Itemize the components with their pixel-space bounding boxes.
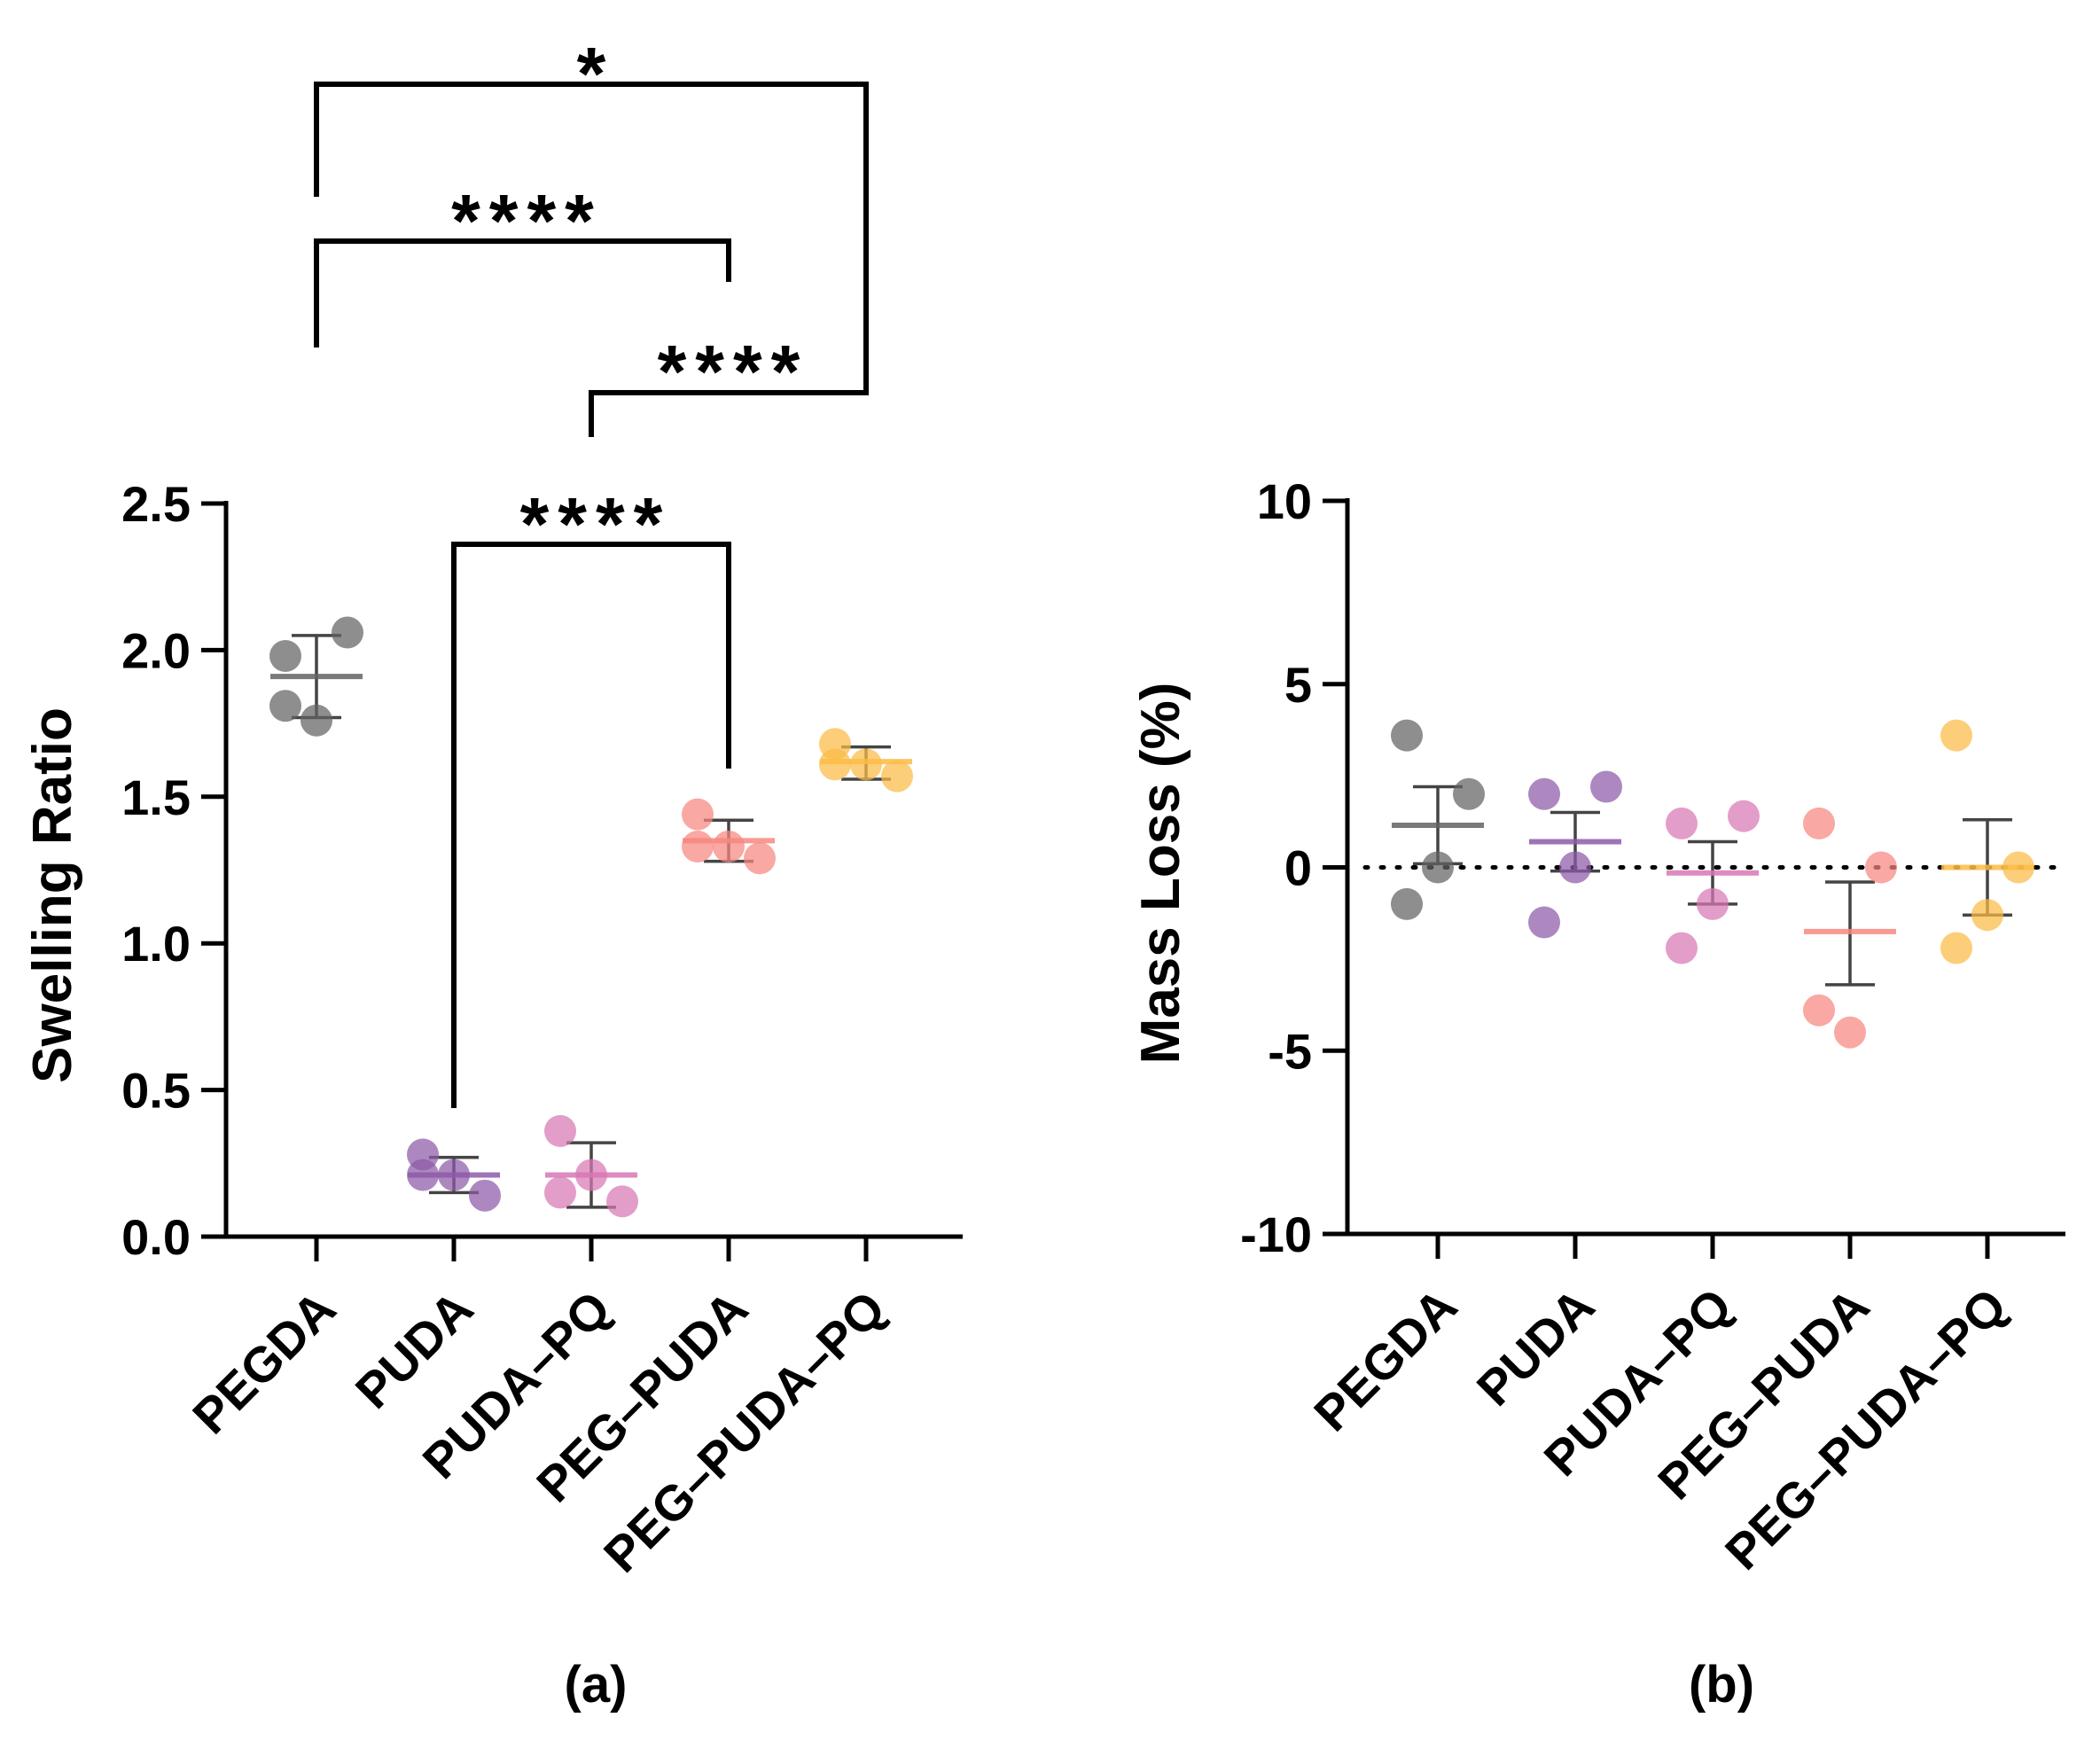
y-tick-label: -10 (1240, 1206, 1312, 1262)
y-tick-label: 0.5 (121, 1063, 191, 1119)
data-point (850, 748, 882, 781)
data-point (881, 760, 913, 792)
significance-label: **** (451, 179, 603, 262)
data-point (1971, 899, 2003, 932)
significance-bracket (314, 82, 869, 350)
data-point (1528, 777, 1560, 810)
y-tick-label: 0.0 (121, 1209, 191, 1265)
data-point (1865, 851, 1897, 884)
mean-lines (270, 674, 912, 1178)
data-point (1453, 777, 1485, 810)
data-point (469, 1179, 501, 1212)
significance-label: **** (520, 482, 672, 566)
significance-bracket (589, 350, 869, 437)
y-tick-label: 5 (1284, 657, 1312, 713)
y-tick-label: 2.0 (121, 622, 191, 678)
axes: -10-50510PEGDAPUDAPUDA–PQPEG–PUDAPEG–PUD… (1240, 473, 2065, 1581)
x-tick-label: PEGDA (182, 1280, 346, 1444)
data-point (606, 1185, 638, 1218)
panel-label-a: (a) (565, 1656, 628, 1714)
data-point (1391, 887, 1423, 920)
data-point (1697, 887, 1729, 920)
data-point (682, 831, 714, 863)
mean-lines (1392, 822, 2034, 934)
data-point (1803, 994, 1835, 1027)
data-point (269, 690, 301, 722)
y-tick-label: 2.5 (121, 476, 191, 532)
panel-label-b: (b) (1689, 1656, 1754, 1714)
data-point (1559, 851, 1591, 884)
y-tick-label: 1.5 (121, 769, 191, 825)
data-point (713, 831, 745, 863)
y-axis-label: Swelling Ratio (22, 707, 83, 1083)
data-point (819, 748, 851, 781)
data-point (1666, 932, 1698, 964)
data-point (1528, 906, 1560, 939)
data-points (1391, 719, 2034, 1049)
y-tick-label: -5 (1268, 1023, 1312, 1079)
significance-label: * (577, 32, 615, 115)
data-point (544, 1176, 576, 1209)
error-bars (1413, 785, 2012, 987)
significance-bracket (314, 238, 731, 347)
data-points (269, 616, 913, 1218)
error-bars (292, 634, 891, 1209)
y-tick-label: 10 (1257, 473, 1312, 529)
x-tick-label: PEGDA (1303, 1277, 1467, 1441)
y-tick-label: 0 (1284, 840, 1312, 896)
data-point (1391, 719, 1423, 752)
axes: 0.00.51.01.52.02.5PEGDAPUDAPUDA–PQPEG–PU… (121, 476, 963, 1583)
data-point (301, 704, 332, 737)
data-point (1940, 719, 1972, 752)
data-point (1940, 932, 1972, 964)
data-point (744, 842, 776, 875)
panel-b-mass-loss-chart: -10-50510PEGDAPUDAPUDA–PQPEG–PUDAPEG–PUD… (1130, 473, 2068, 1714)
data-point (1422, 851, 1454, 884)
data-point (332, 616, 363, 649)
data-point (269, 640, 301, 673)
data-point (1666, 807, 1698, 839)
significance-brackets: ************* (314, 32, 869, 1108)
data-point (1834, 1016, 1866, 1049)
data-point (1590, 770, 1622, 803)
y-tick-label: 1.0 (121, 916, 191, 972)
data-point (544, 1114, 576, 1147)
data-point (682, 798, 714, 831)
y-axis-label: Mass Loss (%) (1130, 683, 1191, 1065)
data-point (1803, 807, 1835, 839)
panel-a-swelling-chart: ************* 0.00.51.01.52.02.5PEGDAPUD… (22, 32, 963, 1714)
significance-bracket (451, 542, 731, 1108)
data-point (1728, 800, 1760, 832)
significance-label: **** (658, 330, 809, 413)
